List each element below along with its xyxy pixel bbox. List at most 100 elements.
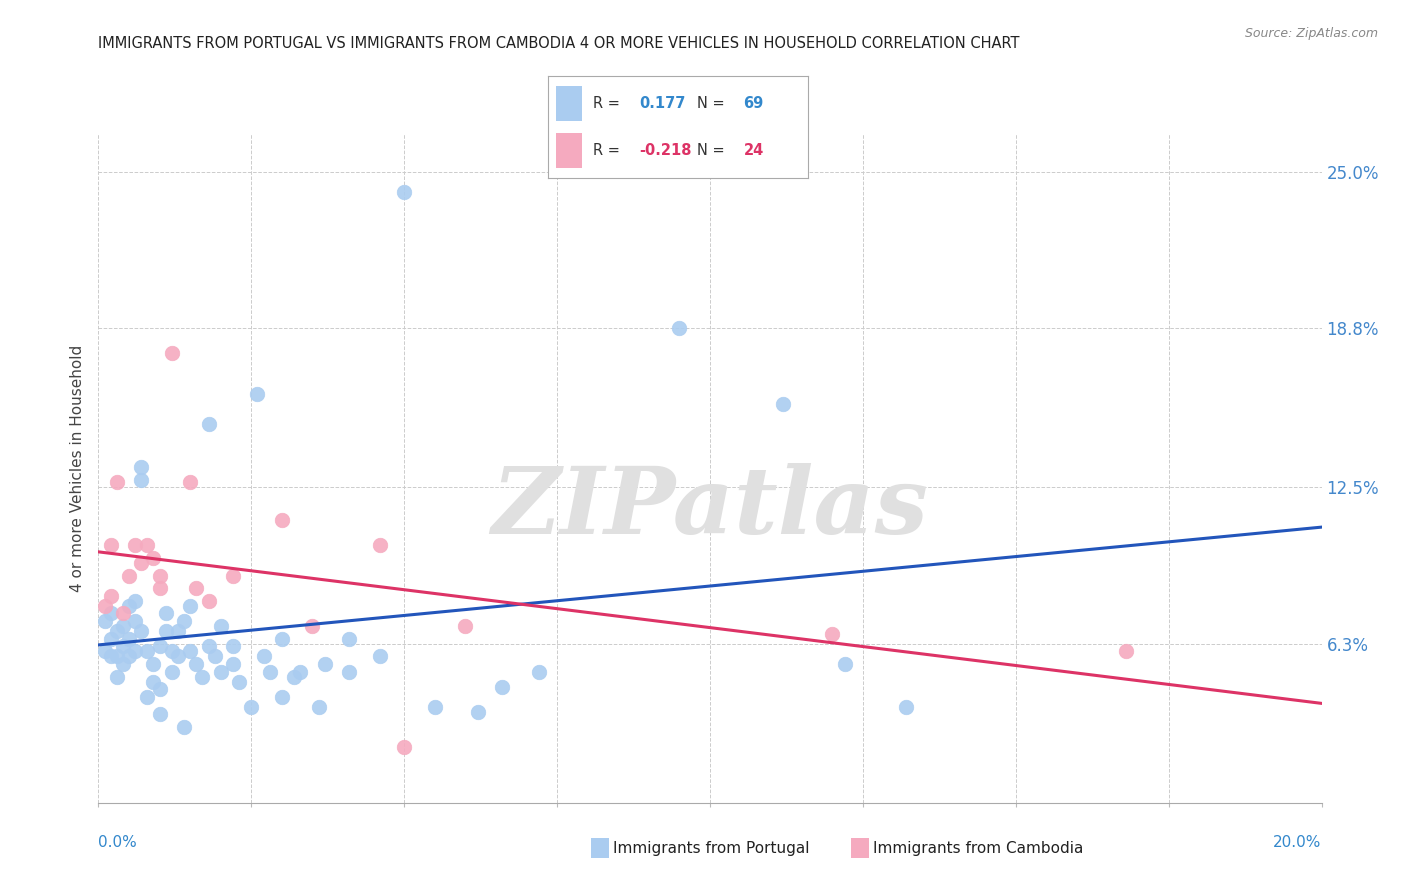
Point [93, 614, 115, 628]
Point [160, 665, 183, 679]
Point [283, 669, 305, 683]
Point [423, 699, 446, 714]
Point [270, 690, 292, 704]
Point [142, 674, 165, 689]
Point [392, 185, 416, 199]
Point [1115, 644, 1137, 658]
Point [392, 740, 416, 755]
Text: Immigrants from Portugal: Immigrants from Portugal [613, 841, 810, 855]
Point [270, 632, 292, 646]
Point [527, 665, 550, 679]
Point [149, 682, 172, 697]
Point [240, 699, 263, 714]
Point [222, 640, 245, 654]
Point [179, 644, 201, 658]
Text: -0.218: -0.218 [640, 144, 692, 158]
Point [222, 657, 245, 671]
Point [111, 607, 134, 621]
Point [93, 599, 115, 613]
Point [834, 657, 856, 671]
Point [149, 707, 172, 722]
Point [337, 632, 360, 646]
Point [314, 657, 336, 671]
Point [136, 644, 159, 658]
Point [129, 556, 152, 570]
Point [100, 607, 122, 621]
Point [259, 665, 281, 679]
Point [100, 632, 122, 646]
Point [179, 599, 201, 613]
Point [228, 674, 250, 689]
Point [111, 657, 134, 671]
Point [454, 619, 477, 633]
Point [155, 607, 177, 621]
Point [179, 475, 201, 490]
Point [222, 568, 245, 582]
Point [118, 632, 141, 646]
Point [124, 644, 146, 658]
Text: 0.177: 0.177 [640, 96, 686, 111]
Point [821, 626, 844, 640]
Point [118, 599, 141, 613]
Point [197, 640, 219, 654]
Point [136, 690, 159, 704]
Text: 24: 24 [744, 144, 763, 158]
Point [368, 649, 391, 664]
Point [129, 473, 152, 487]
Text: Immigrants from Cambodia: Immigrants from Cambodia [873, 841, 1084, 855]
Point [100, 589, 122, 603]
Point [160, 644, 183, 658]
Point [308, 699, 330, 714]
Point [111, 619, 134, 633]
Point [100, 538, 122, 552]
Point [136, 538, 159, 552]
Text: 20.0%: 20.0% [1274, 836, 1322, 850]
Point [155, 624, 177, 639]
Point [368, 538, 391, 552]
Point [186, 657, 208, 671]
Point [894, 699, 917, 714]
Bar [557, 87, 582, 121]
Point [124, 594, 146, 608]
Point [105, 475, 128, 490]
Point [337, 665, 360, 679]
Point [142, 550, 165, 565]
Point [668, 321, 690, 335]
Point [124, 538, 146, 552]
Text: Source: ZipAtlas.com: Source: ZipAtlas.com [1244, 27, 1378, 40]
Text: R =: R = [592, 144, 620, 158]
Point [149, 640, 172, 654]
Point [124, 614, 146, 628]
Point [270, 513, 292, 527]
Point [105, 624, 128, 639]
Text: N =: N = [696, 96, 724, 111]
Point [118, 568, 141, 582]
Point [149, 581, 172, 595]
Text: R =: R = [592, 96, 620, 111]
Point [173, 614, 195, 628]
Point [160, 346, 183, 360]
Point [111, 640, 134, 654]
Point [186, 581, 208, 595]
Text: 0.0%: 0.0% [98, 836, 138, 850]
Point [467, 705, 489, 719]
Text: ZIPatlas: ZIPatlas [492, 464, 928, 553]
Point [246, 387, 269, 401]
Point [105, 649, 128, 664]
Y-axis label: 4 or more Vehicles in Household: 4 or more Vehicles in Household [70, 344, 86, 592]
Point [209, 619, 232, 633]
Point [252, 649, 274, 664]
Point [129, 624, 152, 639]
Point [301, 619, 323, 633]
Text: N =: N = [696, 144, 724, 158]
Point [209, 665, 232, 679]
Text: 69: 69 [744, 96, 763, 111]
Point [149, 568, 172, 582]
Point [772, 397, 794, 411]
Point [204, 649, 226, 664]
Point [191, 669, 214, 683]
Bar [557, 133, 582, 168]
Point [93, 644, 115, 658]
Point [173, 720, 195, 734]
Point [197, 594, 219, 608]
